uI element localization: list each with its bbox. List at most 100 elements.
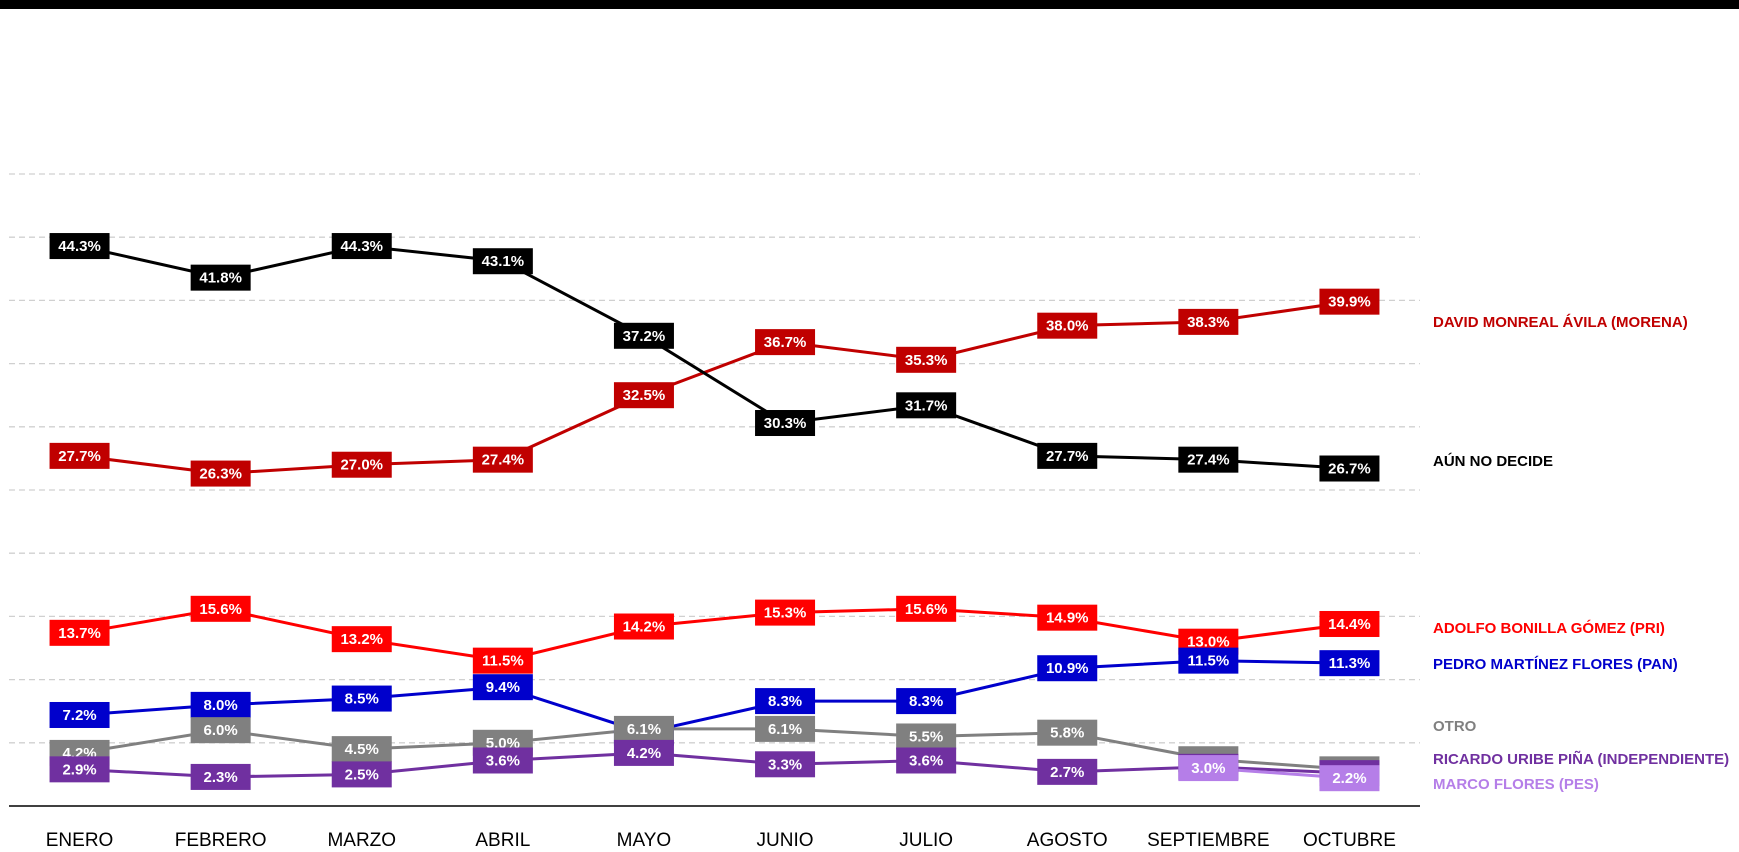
value-label-box	[896, 346, 957, 373]
value-label: 38.3%	[1187, 314, 1230, 331]
value-label: 27.4%	[1187, 452, 1230, 469]
value-label: 14.9%	[1046, 610, 1089, 627]
value-label-box	[472, 674, 533, 701]
value-label: 8.3%	[768, 693, 802, 710]
value-label: 37.2%	[623, 328, 666, 345]
value-label-box	[190, 460, 251, 487]
value-label-box	[1319, 455, 1380, 482]
value-label: 27.4%	[482, 452, 525, 469]
value-label-box	[49, 701, 110, 728]
value-label: 44.3%	[340, 238, 383, 255]
value-label: 3.3%	[768, 756, 802, 773]
value-label: 4.2%	[627, 745, 661, 762]
value-label-box	[472, 446, 533, 473]
value-label-box	[1178, 308, 1239, 335]
value-label-box	[49, 619, 110, 646]
value-label-box	[49, 756, 110, 783]
value-label: 44.3%	[58, 238, 101, 255]
value-label: 8.5%	[345, 691, 379, 708]
top-bar	[0, 0, 1739, 9]
value-label-box	[1037, 442, 1098, 469]
series-line	[79, 300, 1350, 476]
x-tick-label: JULIO	[899, 830, 953, 851]
value-label: 30.3%	[764, 415, 807, 432]
x-tick-label: SEPTIEMBRE	[1147, 830, 1269, 851]
value-label: 6.1%	[627, 721, 661, 738]
value-label: 13.0%	[1187, 634, 1230, 651]
value-label: 38.0%	[1046, 318, 1089, 335]
value-label-box	[190, 595, 251, 622]
value-label: 39.9%	[1328, 294, 1371, 311]
value-label-box	[49, 442, 110, 469]
value-label-box	[755, 715, 816, 742]
value-label: 5.8%	[1050, 725, 1084, 742]
value-label: 5.5%	[909, 728, 943, 745]
value-label: 14.2%	[623, 618, 666, 635]
value-label: 10.9%	[1046, 660, 1089, 677]
value-label: 27.0%	[340, 457, 383, 474]
value-label: 31.7%	[905, 397, 948, 414]
value-label: 27.7%	[58, 448, 101, 465]
legend-entry: RICARDO URIBE PIÑA (INDEPENDIENTE)	[1433, 750, 1729, 768]
value-label-box	[331, 761, 392, 788]
value-label: 7.2%	[62, 707, 96, 724]
value-label-box	[472, 747, 533, 774]
value-label: 9.4%	[486, 679, 520, 696]
value-label: 8.3%	[909, 693, 943, 710]
x-tick-label: ENERO	[46, 830, 114, 851]
value-label-box	[1319, 765, 1380, 792]
value-label: 35.3%	[905, 352, 948, 369]
value-label-box	[1319, 610, 1380, 637]
value-label: 26.7%	[1328, 460, 1371, 477]
x-tick-label: ABRIL	[475, 830, 530, 851]
value-label: 15.6%	[905, 601, 948, 618]
value-label: 6.1%	[768, 721, 802, 738]
value-label: 6.0%	[204, 722, 238, 739]
value-label-box	[472, 248, 533, 275]
value-label: 13.2%	[340, 631, 383, 648]
value-label-box	[1037, 719, 1098, 746]
x-tick-label: AGOSTO	[1027, 830, 1108, 851]
value-label-box	[896, 392, 957, 419]
value-label-box	[190, 717, 251, 744]
legend-entry: ADOLFO BONILLA GÓMEZ (PRI)	[1433, 619, 1665, 637]
series-line	[79, 607, 1350, 663]
value-label-box	[896, 747, 957, 774]
value-label-box	[331, 233, 392, 260]
value-label-box	[1178, 755, 1239, 782]
x-tick-label: OCTUBRE	[1303, 830, 1396, 851]
value-label: 3.0%	[1191, 760, 1225, 777]
value-label: 27.7%	[1046, 448, 1089, 465]
x-tick-label: MARZO	[327, 830, 396, 851]
value-label-box	[1037, 604, 1098, 631]
value-label: 11.5%	[1187, 653, 1229, 670]
value-label-box	[331, 626, 392, 653]
value-label: 41.8%	[199, 270, 242, 287]
value-label-box	[190, 691, 251, 718]
value-label: 43.1%	[482, 253, 525, 270]
value-label: 11.3%	[1329, 655, 1371, 672]
value-label-box	[331, 685, 392, 712]
series-line	[79, 727, 1350, 771]
value-label-box	[1037, 655, 1098, 682]
series-line	[79, 659, 1350, 735]
value-label-box	[613, 613, 674, 640]
value-label-box	[190, 763, 251, 790]
legend-entry: MARCO FLORES (PES)	[1433, 776, 1599, 793]
value-label-box	[331, 736, 392, 763]
value-label: 32.5%	[623, 387, 666, 404]
value-label: 11.5%	[482, 653, 524, 670]
value-label-box	[755, 599, 816, 626]
value-label-box	[472, 647, 533, 674]
value-label-box	[896, 595, 957, 622]
value-label-box	[49, 233, 110, 260]
value-label-box	[755, 410, 816, 437]
value-label-box	[1037, 758, 1098, 785]
value-label: 2.2%	[1332, 770, 1366, 787]
x-tick-label: MAYO	[617, 830, 672, 851]
x-tick-label: FEBRERO	[175, 830, 267, 851]
value-label: 36.7%	[764, 334, 807, 351]
value-label: 2.9%	[62, 761, 96, 778]
value-label: 2.3%	[204, 769, 238, 786]
